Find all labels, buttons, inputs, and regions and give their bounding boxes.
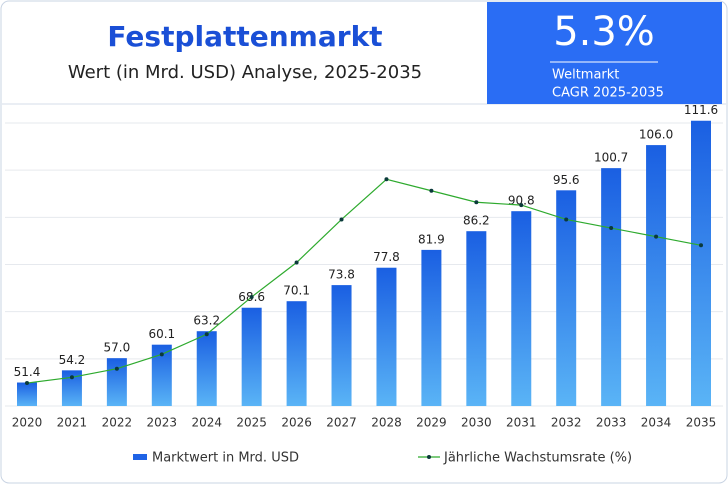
bar bbox=[61, 370, 82, 406]
x-tick-label: 2022 bbox=[102, 416, 133, 430]
x-tick-label: 2024 bbox=[191, 416, 222, 430]
bar bbox=[421, 249, 442, 406]
bar bbox=[196, 331, 217, 406]
value-label: 106.0 bbox=[639, 128, 673, 142]
value-label: 86.2 bbox=[463, 214, 490, 228]
bar bbox=[286, 301, 307, 406]
chart-title: Festplattenmarkt bbox=[107, 20, 382, 53]
bar bbox=[376, 267, 397, 406]
growth-point bbox=[609, 226, 614, 231]
growth-point bbox=[249, 294, 254, 299]
value-label: 63.2 bbox=[193, 314, 220, 328]
legend-swatch bbox=[133, 454, 147, 460]
growth-point bbox=[474, 200, 479, 205]
growth-point bbox=[429, 188, 434, 193]
growth-point bbox=[159, 352, 164, 357]
growth-point bbox=[25, 381, 29, 386]
x-tick-label: 2032 bbox=[551, 416, 582, 430]
x-tick-label: 2033 bbox=[596, 416, 627, 430]
kpi-sublabel: CAGR 2025-2035 bbox=[552, 86, 664, 101]
legend-swatch bbox=[427, 455, 431, 459]
value-label: 73.8 bbox=[328, 268, 355, 282]
bar bbox=[646, 145, 667, 406]
growth-point bbox=[654, 234, 659, 239]
bar bbox=[331, 285, 352, 406]
chart-subtitle: Wert (in Mrd. USD) Analyse, 2025-2035 bbox=[68, 62, 422, 83]
growth-point bbox=[384, 177, 389, 182]
kpi-label: Weltmarkt bbox=[552, 68, 619, 83]
growth-point bbox=[699, 243, 703, 248]
growth-point bbox=[294, 260, 299, 265]
value-label: 51.4 bbox=[14, 365, 41, 379]
growth-point bbox=[114, 366, 119, 371]
bar bbox=[601, 168, 622, 406]
x-tick-label: 2025 bbox=[236, 416, 267, 430]
value-label: 100.7 bbox=[594, 151, 628, 165]
kpi-box bbox=[487, 2, 722, 104]
bar bbox=[556, 190, 577, 406]
x-tick-label: 2023 bbox=[147, 416, 178, 430]
value-label: 60.1 bbox=[148, 327, 175, 341]
growth-point bbox=[204, 332, 209, 337]
x-tick-label: 2021 bbox=[57, 416, 88, 430]
bar bbox=[241, 307, 262, 406]
growth-line bbox=[26, 178, 702, 384]
growth-point bbox=[339, 217, 344, 222]
kpi-value: 5.3% bbox=[553, 9, 655, 55]
bar bbox=[691, 120, 711, 407]
bar bbox=[466, 231, 487, 406]
x-tick-label: 2027 bbox=[326, 416, 357, 430]
bar bbox=[151, 344, 172, 406]
value-label: 70.1 bbox=[283, 284, 310, 298]
bar bbox=[106, 358, 127, 406]
bar bbox=[511, 211, 532, 406]
legend-label: Jährliche Wachstumsrate (%) bbox=[443, 451, 632, 466]
value-label: 95.6 bbox=[553, 173, 580, 187]
x-tick-label: 2031 bbox=[506, 416, 537, 430]
value-label: 81.9 bbox=[418, 232, 445, 246]
x-tick-label: 2035 bbox=[686, 416, 717, 430]
growth-point bbox=[519, 203, 524, 208]
value-label: 77.8 bbox=[373, 250, 400, 264]
bar bbox=[17, 382, 37, 406]
x-tick-label: 2020 bbox=[12, 416, 43, 430]
x-tick-label: 2028 bbox=[371, 416, 402, 430]
x-tick-label: 2030 bbox=[461, 416, 492, 430]
legend-label: Marktwert in Mrd. USD bbox=[152, 451, 299, 466]
growth-point bbox=[69, 375, 74, 380]
x-tick-label: 2026 bbox=[281, 416, 312, 430]
value-label: 54.2 bbox=[59, 353, 86, 367]
value-label: 111.6 bbox=[684, 103, 718, 117]
x-tick-label: 2029 bbox=[416, 416, 447, 430]
value-label: 57.0 bbox=[104, 341, 131, 355]
x-tick-label: 2034 bbox=[641, 416, 672, 430]
growth-point bbox=[564, 217, 569, 222]
